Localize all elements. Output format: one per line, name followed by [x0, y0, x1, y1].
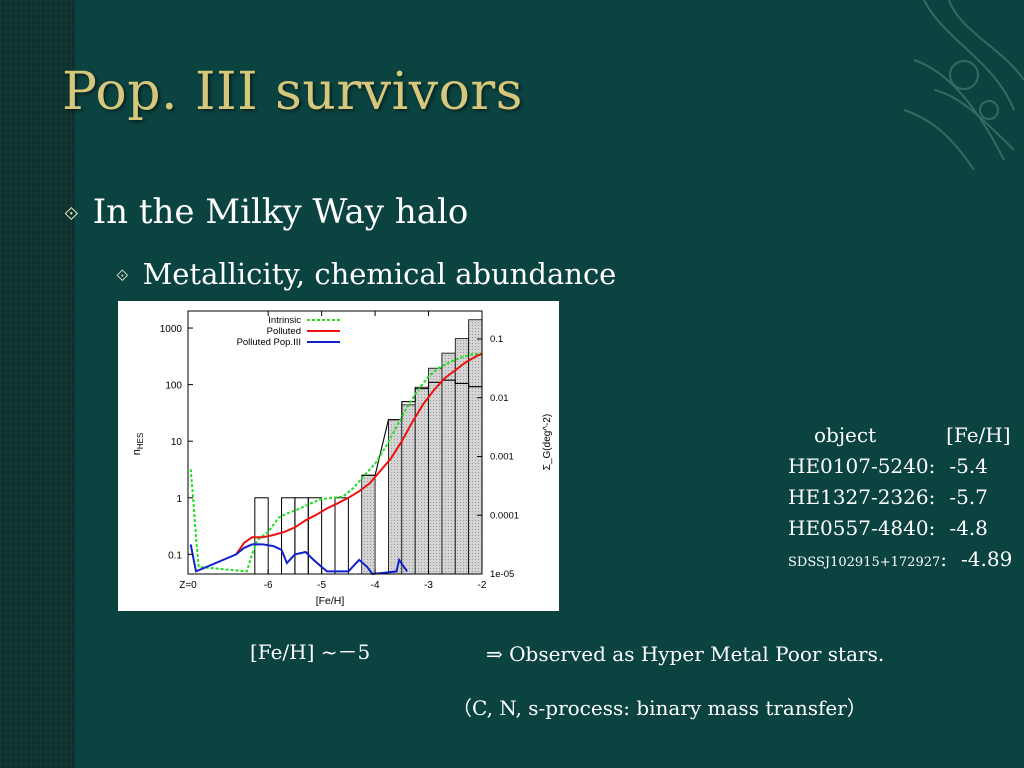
object-row: SDSSJ102915+172927: -4.89	[788, 544, 1012, 578]
object-feh: -4.89	[961, 547, 1013, 571]
x-tick-label: -5	[317, 580, 326, 591]
series-line-intrinsic	[189, 352, 483, 573]
object-table-header: object [Fe/H]	[788, 420, 1012, 451]
histogram-bar	[454, 338, 470, 575]
series-line-polluted	[235, 352, 483, 555]
y2-axis-label: Σ_G(deg^-2)	[542, 414, 553, 470]
plot-frame	[187, 310, 483, 575]
object-feh: -5.7	[949, 485, 988, 509]
y2-tick-label: 0.01	[490, 393, 509, 404]
object-name: HE1327-2326:	[788, 485, 936, 509]
histogram-bar	[428, 367, 443, 575]
histogram-bar-open	[307, 497, 323, 575]
metallicity-chart-svg: Z=0 -6 -5 -4 -3 -2 0.1 1 10 100 1000 1e-05 0.0001 0.0…	[131, 310, 553, 607]
object-feh: -5.4	[949, 454, 988, 478]
y2-tick-label: 0.0001	[490, 510, 519, 521]
y2-tick-label: 0.1	[490, 334, 503, 345]
x-tick-label: -3	[424, 580, 433, 591]
object-feh: -4.8	[949, 516, 988, 540]
x-tick-label: -4	[371, 580, 380, 591]
x-tick-label: -2	[478, 580, 487, 591]
y-tick-label: 1	[176, 494, 182, 505]
diamond-bullet-icon: ⟐	[64, 203, 79, 225]
header-feh: [Fe/H]	[946, 423, 1011, 447]
y-tick-label: 100	[165, 381, 182, 392]
y2-tick-label: 0.001	[490, 452, 514, 463]
y-tick-label: 10	[171, 437, 183, 448]
histogram-bar	[441, 352, 456, 575]
x-tick-label: Z=0	[179, 580, 197, 591]
bullet-level2: ⟐ Metallicity, chemical abundance	[116, 257, 616, 291]
observed-note: ⇒ Observed as Hyper Metal Poor stars.	[486, 642, 885, 666]
bullet-level2-text: Metallicity, chemical abundance	[142, 257, 617, 291]
bullet-level1-text: In the Milky Way halo	[92, 192, 469, 232]
header-object: object	[814, 423, 877, 447]
ornament-flourish-icon	[904, 0, 1024, 170]
object-name: HE0557-4840:	[788, 516, 936, 540]
y-tick-label: 0.1	[168, 550, 182, 561]
object-table: object [Fe/H] HE0107-5240: -5.4 HE1327-232…	[788, 420, 1012, 578]
legend-label: Polluted Pop.III	[237, 337, 301, 348]
histogram-bar-open	[334, 497, 349, 575]
x-axis-label: [Fe/H]	[316, 595, 345, 607]
slide-title: Pop. III survivors	[62, 62, 523, 122]
decorative-side-band	[0, 0, 75, 768]
diamond-bullet-icon: ⟐	[116, 266, 129, 285]
y2-tick-label: 1e-05	[490, 569, 514, 580]
object-name: SDSSJ102915+172927	[788, 555, 941, 570]
object-row: HE0557-4840: -4.8	[788, 513, 1012, 544]
feh-note: [Fe/H] ~－5	[250, 640, 371, 664]
y-axis-label: nHES	[131, 433, 145, 456]
y-tick-label: 1000	[160, 324, 183, 335]
legend-label: Polluted	[267, 326, 301, 337]
object-name: HE0107-5240:	[788, 454, 936, 478]
histogram-outline-step	[361, 379, 482, 476]
legend-label: Intrinsic	[268, 315, 301, 326]
metallicity-chart: Z=0 -6 -5 -4 -3 -2 0.1 1 10 100 1000 1e-05 0.0001 0.0…	[118, 301, 559, 611]
x-tick-label: -6	[264, 580, 273, 591]
bullet-level1: ⟐ In the Milky Way halo	[64, 192, 468, 232]
object-separator: :	[940, 547, 948, 571]
series-line-polluted-pop-iii	[189, 543, 409, 576]
process-note: （C, N, s-process: binary mass transfer）	[452, 696, 867, 720]
object-row: HE0107-5240: -5.4	[788, 451, 1012, 482]
histogram-bar	[361, 474, 376, 575]
object-row: HE1327-2326: -5.7	[788, 482, 1012, 513]
